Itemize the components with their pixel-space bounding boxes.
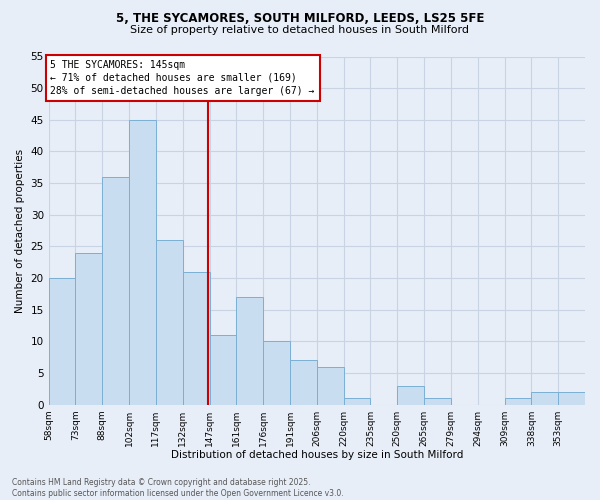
Bar xyxy=(290,360,317,405)
Bar xyxy=(505,398,532,404)
Text: Size of property relative to detached houses in South Milford: Size of property relative to detached ho… xyxy=(131,25,470,35)
X-axis label: Distribution of detached houses by size in South Milford: Distribution of detached houses by size … xyxy=(170,450,463,460)
Text: 5, THE SYCAMORES, SOUTH MILFORD, LEEDS, LS25 5FE: 5, THE SYCAMORES, SOUTH MILFORD, LEEDS, … xyxy=(116,12,484,26)
Bar xyxy=(103,177,129,404)
Bar xyxy=(183,272,209,404)
Bar xyxy=(49,278,76,404)
Text: 5 THE SYCAMORES: 145sqm
← 71% of detached houses are smaller (169)
28% of semi-d: 5 THE SYCAMORES: 145sqm ← 71% of detache… xyxy=(50,60,315,96)
Bar xyxy=(532,392,558,404)
Text: Contains HM Land Registry data © Crown copyright and database right 2025.
Contai: Contains HM Land Registry data © Crown c… xyxy=(12,478,344,498)
Bar xyxy=(317,366,344,405)
Bar xyxy=(76,252,103,404)
Y-axis label: Number of detached properties: Number of detached properties xyxy=(15,148,25,312)
Bar xyxy=(424,398,451,404)
Bar xyxy=(129,120,156,405)
Bar xyxy=(209,335,236,404)
Bar xyxy=(558,392,585,404)
Bar xyxy=(236,297,263,405)
Bar xyxy=(397,386,424,404)
Bar xyxy=(156,240,183,404)
Bar xyxy=(344,398,370,404)
Bar xyxy=(263,342,290,404)
